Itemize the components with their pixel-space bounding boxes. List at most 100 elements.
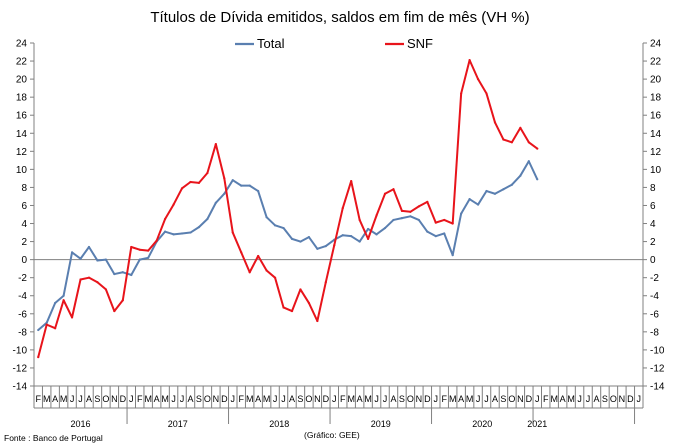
month-label: J (281, 394, 286, 404)
month-label: N (517, 394, 524, 404)
plot-area (37, 59, 539, 359)
y-tick-label-left: 24 (16, 39, 28, 50)
month-label: J (484, 394, 489, 404)
month-label: S (500, 394, 506, 404)
data-point-snf (527, 141, 530, 144)
data-point-total (434, 235, 437, 238)
data-point-total (341, 234, 344, 237)
month-label: J (171, 394, 176, 404)
month-label: A (289, 394, 295, 404)
data-point-snf (350, 180, 353, 183)
legend-label-total: Total (257, 36, 285, 51)
y-tick-label-right: 2 (650, 237, 656, 248)
data-point-total (426, 230, 429, 233)
month-label: D (424, 394, 431, 404)
data-point-total (527, 160, 530, 163)
data-point-snf (290, 309, 294, 313)
month-label: M (364, 394, 372, 404)
y-tick-label-left: 0 (21, 255, 27, 266)
data-point-snf (536, 147, 539, 150)
year-label: 2017 (168, 419, 188, 429)
month-label: J (129, 394, 134, 404)
month-label: A (357, 394, 363, 404)
data-point-total (273, 224, 277, 227)
month-label: J (70, 394, 75, 404)
month-label: A (560, 394, 566, 404)
month-label: M (246, 394, 254, 404)
data-point-snf (172, 203, 175, 206)
data-point-total (265, 216, 268, 219)
y-tick-label-right: -14 (650, 382, 665, 393)
y-tick-label-right: 14 (650, 129, 662, 140)
data-point-total (138, 258, 141, 261)
month-label: N (213, 394, 220, 404)
data-point-total (87, 245, 91, 249)
data-point-total (451, 254, 454, 257)
month-label: F (137, 394, 143, 404)
data-point-snf (451, 222, 454, 225)
y-tick-label-left: 6 (21, 201, 27, 212)
data-point-snf (493, 121, 497, 124)
data-point-snf (214, 142, 217, 146)
y-tick-label-right: 4 (650, 219, 656, 230)
y-tick-label-left: 8 (21, 183, 27, 194)
y-tick-label-left: 20 (16, 75, 28, 86)
y-tick-label-left: 22 (16, 57, 28, 68)
data-point-snf (519, 126, 522, 129)
data-point-total (468, 198, 471, 201)
data-point-snf (367, 237, 370, 240)
data-point-snf (104, 288, 107, 291)
data-point-snf (426, 200, 429, 203)
y-tick-label-right: 22 (650, 57, 662, 68)
month-label: J (586, 394, 591, 404)
y-tick-label-left: -10 (13, 345, 28, 356)
data-point-snf (400, 209, 404, 212)
month-label: F (35, 394, 41, 404)
data-point-snf (468, 59, 471, 62)
data-point-snf (375, 214, 378, 217)
data-point-total (485, 189, 488, 193)
y-tick-label-left: 14 (16, 129, 28, 140)
month-label: S (602, 394, 608, 404)
month-label: S (94, 394, 100, 404)
data-point-total (358, 240, 361, 243)
month-label: A (390, 394, 396, 404)
y-tick-label-right: 0 (650, 255, 656, 266)
month-label: A (154, 394, 160, 404)
data-point-total (417, 218, 420, 222)
y-tick-label-left: -14 (13, 382, 28, 393)
data-point-snf (37, 356, 40, 359)
data-point-snf (130, 245, 133, 249)
y-tick-label-right: 12 (650, 147, 662, 158)
y-tick-label-right: -10 (650, 345, 665, 356)
year-label: 2019 (371, 419, 391, 429)
month-label: N (111, 394, 118, 404)
data-point-snf (155, 239, 158, 242)
series-snf (37, 59, 539, 359)
data-point-snf (443, 218, 446, 222)
data-point-total (37, 328, 40, 332)
month-label: J (637, 394, 642, 404)
year-label: 2016 (71, 419, 91, 429)
month-label: M (550, 394, 558, 404)
legend: Total SNF (235, 36, 433, 51)
data-point-snf (510, 141, 513, 144)
month-label: J (535, 394, 540, 404)
y-tick-label-left: -4 (18, 291, 27, 302)
month-label: O (204, 394, 211, 404)
data-point-snf (282, 306, 285, 309)
data-point-snf (307, 301, 310, 305)
data-point-snf (257, 254, 260, 258)
month-label: J (434, 394, 439, 404)
data-point-total (130, 273, 133, 277)
data-point-snf (113, 309, 116, 313)
data-point-snf (392, 188, 395, 191)
data-point-total (104, 258, 107, 261)
data-point-snf (197, 181, 201, 185)
y-tick-label-left: 18 (16, 93, 28, 104)
y-tick-label-left: 12 (16, 147, 28, 158)
data-point-total (180, 232, 184, 235)
data-point-total (147, 256, 150, 259)
data-point-total (189, 231, 192, 234)
data-point-total (392, 218, 395, 222)
